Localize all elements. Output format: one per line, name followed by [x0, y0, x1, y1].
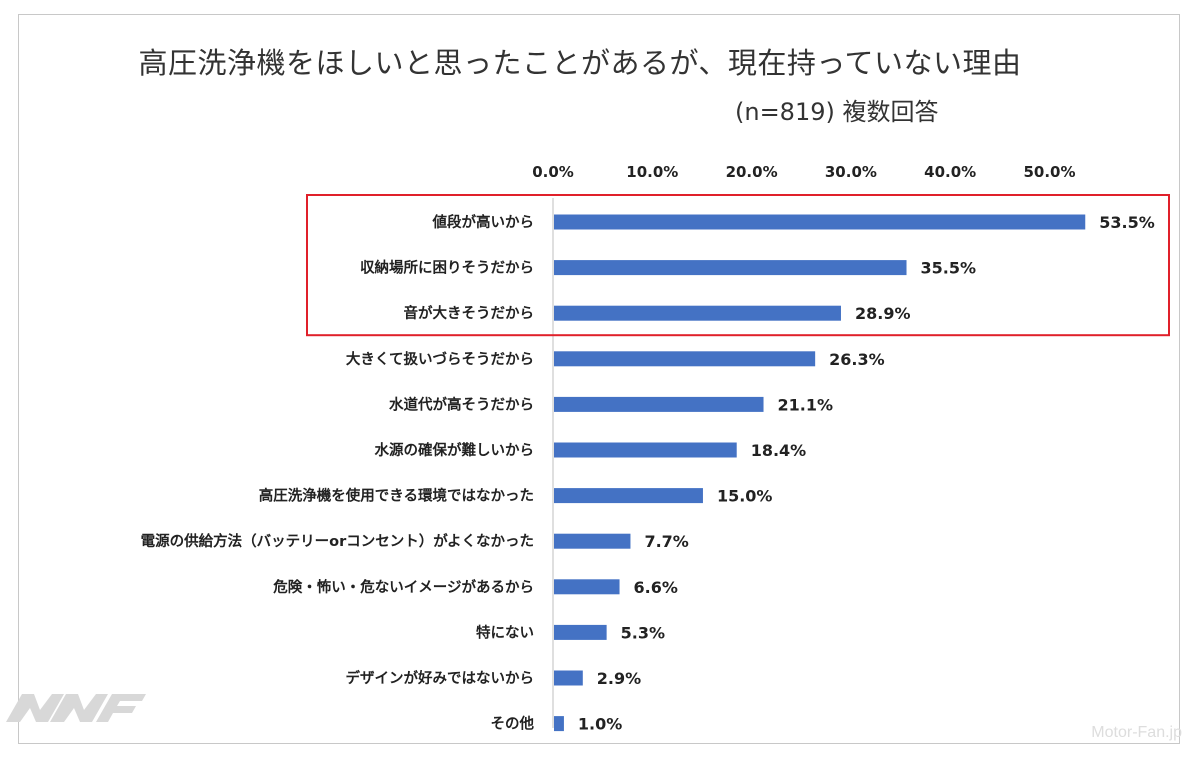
- category-label: デザインが好みではないから: [346, 669, 535, 687]
- x-tick-label: 50.0%: [1023, 163, 1075, 181]
- bar: [554, 351, 816, 367]
- data-label: 18.4%: [751, 441, 807, 460]
- category-label: 危険・怖い・危ないイメージがあるから: [273, 578, 534, 596]
- data-label: 2.9%: [597, 669, 641, 688]
- bar: [554, 579, 620, 595]
- data-label: 35.5%: [921, 259, 977, 278]
- data-label: 5.3%: [621, 623, 665, 642]
- category-label: 大きくて扱いづらそうだから: [346, 350, 534, 368]
- category-label: 値段が高いから: [432, 213, 535, 231]
- bar: [554, 396, 764, 412]
- bar: [554, 305, 841, 321]
- x-tick-label: 20.0%: [726, 163, 778, 181]
- x-tick-label: 10.0%: [626, 163, 678, 181]
- data-label: 7.7%: [644, 532, 688, 551]
- category-label: 水道代が高そうだから: [389, 395, 534, 413]
- category-label: 電源の供給方法（バッテリーorコンセント）がよくなかった: [141, 532, 534, 550]
- x-tick-label: 30.0%: [825, 163, 877, 181]
- bar: [554, 214, 1086, 230]
- bar: [554, 533, 631, 549]
- category-label: 高圧洗浄機を使用できる環境ではなかった: [259, 487, 534, 505]
- data-label: 1.0%: [578, 715, 622, 734]
- bar: [554, 716, 564, 732]
- data-label: 26.3%: [829, 350, 885, 369]
- data-label: 6.6%: [634, 578, 678, 597]
- data-label: 53.5%: [1099, 213, 1155, 232]
- x-tick-label: 40.0%: [924, 163, 976, 181]
- data-label: 21.1%: [778, 395, 834, 414]
- category-label: その他: [491, 715, 535, 733]
- chart-subtitle: (n=819) 複数回答: [735, 98, 939, 126]
- highlight-box: [306, 194, 1170, 337]
- motor-fan-logo: [6, 694, 146, 722]
- watermark-text: Motor-Fan.jp: [1091, 724, 1182, 741]
- chart-frame: [18, 14, 1180, 744]
- data-label: 15.0%: [717, 487, 773, 506]
- x-tick-label: 0.0%: [532, 163, 574, 181]
- bar: [554, 670, 583, 686]
- bar: [554, 442, 737, 458]
- bar: [554, 488, 703, 504]
- category-label: 特にない: [476, 623, 534, 641]
- category-label: 収納場所に困りそうだから: [360, 259, 534, 277]
- category-label: 水源の確保が難しいから: [375, 441, 535, 459]
- chart-title: 高圧洗浄機をほしいと思ったことがあるが、現在持っていない理由: [138, 46, 1022, 80]
- bar: [554, 624, 607, 640]
- category-label: 音が大きそうだから: [404, 304, 535, 322]
- bar: [554, 260, 907, 276]
- data-label: 28.9%: [855, 304, 911, 323]
